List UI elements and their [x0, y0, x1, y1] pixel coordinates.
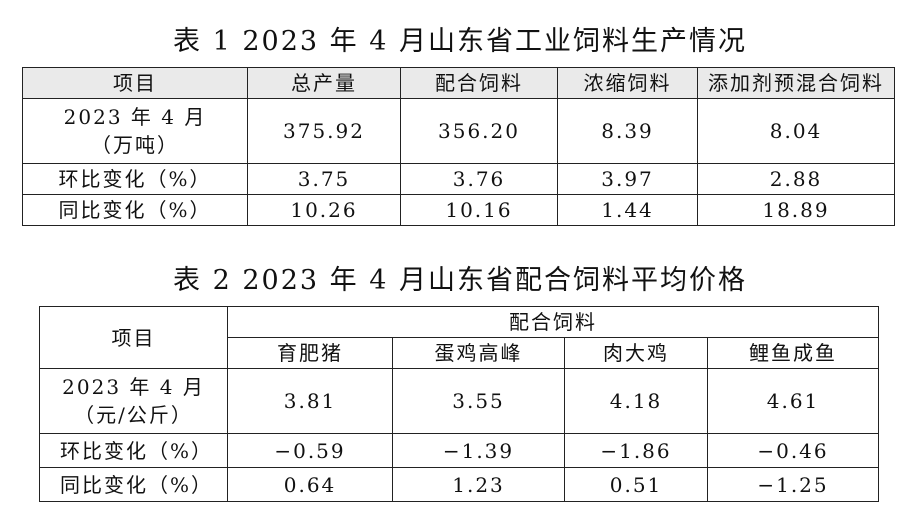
- cell-value: 3.76: [400, 163, 558, 195]
- cell-value: −0.59: [227, 433, 393, 468]
- production-table: 项目 总产量 配合饲料 浓缩饲料 添加剂预混合饲料 2023 年 4 月 （万吨）…: [22, 67, 895, 226]
- header-item: 项目: [22, 67, 248, 99]
- cell-value: 1.44: [557, 194, 698, 226]
- table-row: 环比变化（%） −0.59 −1.39 −1.86 −0.46: [39, 433, 879, 468]
- cell-value: 3.81: [227, 368, 393, 434]
- cell-value: 0.51: [564, 467, 708, 502]
- cell-value: 1.23: [392, 467, 565, 502]
- header-compound-feed-group: 配合饲料: [227, 306, 879, 338]
- cell-value: 4.61: [707, 368, 879, 434]
- header-premix-feed: 添加剂预混合饲料: [697, 67, 895, 99]
- cell-value: 2.88: [697, 163, 895, 195]
- header-compound-feed: 配合饲料: [400, 67, 558, 99]
- cell-value: −1.25: [707, 467, 879, 502]
- table1-caption: 表 1 2023 年 4 月山东省工业饲料生产情况: [173, 26, 747, 57]
- header-concentrate-feed: 浓缩饲料: [557, 67, 698, 99]
- row-label-line1: 2023 年 4 月: [62, 375, 205, 399]
- row-label: 环比变化（%）: [22, 163, 248, 195]
- row-label-line1: 2023 年 4 月: [63, 105, 207, 129]
- table-row: 同比变化（%） 0.64 1.23 0.51 −1.25: [39, 467, 879, 502]
- table2-caption: 表 2 2023 年 4 月山东省配合饲料平均价格: [173, 265, 747, 296]
- row-label: 环比变化（%）: [39, 433, 228, 468]
- cell-value: −1.39: [392, 433, 565, 468]
- cell-value: 10.16: [400, 194, 558, 226]
- cell-value: −1.86: [564, 433, 708, 468]
- cell-value: −0.46: [707, 433, 879, 468]
- cell-value: 18.89: [697, 194, 895, 226]
- table-group-header-row: 项目 配合饲料: [39, 306, 879, 369]
- header-total-output: 总产量: [247, 67, 401, 99]
- cell-value: 0.64: [227, 467, 393, 502]
- row-label-line2: （元/公斤）: [74, 403, 193, 427]
- row-label: 2023 年 4 月 （元/公斤）: [39, 368, 228, 434]
- header-layer-peak: 蛋鸡高峰: [392, 337, 565, 369]
- header-item: 项目: [39, 306, 228, 369]
- cell-value: 8.39: [557, 98, 698, 164]
- header-broiler: 肉大鸡: [564, 337, 708, 369]
- price-table: 项目 配合饲料 育肥猪 蛋鸡高峰 肉大鸡 鲤鱼成鱼 2023 年 4 月 （元/公…: [39, 306, 879, 502]
- row-label: 同比变化（%）: [39, 467, 228, 502]
- table-row: 2023 年 4 月 （元/公斤） 3.81 3.55 4.18 4.61: [39, 368, 879, 434]
- row-label: 同比变化（%）: [22, 194, 248, 226]
- header-fattening-pig: 育肥猪: [227, 337, 393, 369]
- row-label: 2023 年 4 月 （万吨）: [22, 98, 248, 164]
- cell-value: 3.75: [247, 163, 401, 195]
- cell-value: 375.92: [247, 98, 401, 164]
- cell-value: 3.97: [557, 163, 698, 195]
- row-label-line2: （万吨）: [91, 133, 179, 157]
- header-carp-adult: 鲤鱼成鱼: [707, 337, 879, 369]
- table-row: 同比变化（%） 10.26 10.16 1.44 18.89: [22, 194, 895, 226]
- table-row: 2023 年 4 月 （万吨） 375.92 356.20 8.39 8.04: [22, 98, 895, 164]
- table-row: 环比变化（%） 3.75 3.76 3.97 2.88: [22, 163, 895, 195]
- cell-value: 356.20: [400, 98, 558, 164]
- cell-value: 3.55: [392, 368, 565, 434]
- cell-value: 8.04: [697, 98, 895, 164]
- cell-value: 10.26: [247, 194, 401, 226]
- table-header-row: 项目 总产量 配合饲料 浓缩饲料 添加剂预混合饲料: [22, 67, 895, 99]
- cell-value: 4.18: [564, 368, 708, 434]
